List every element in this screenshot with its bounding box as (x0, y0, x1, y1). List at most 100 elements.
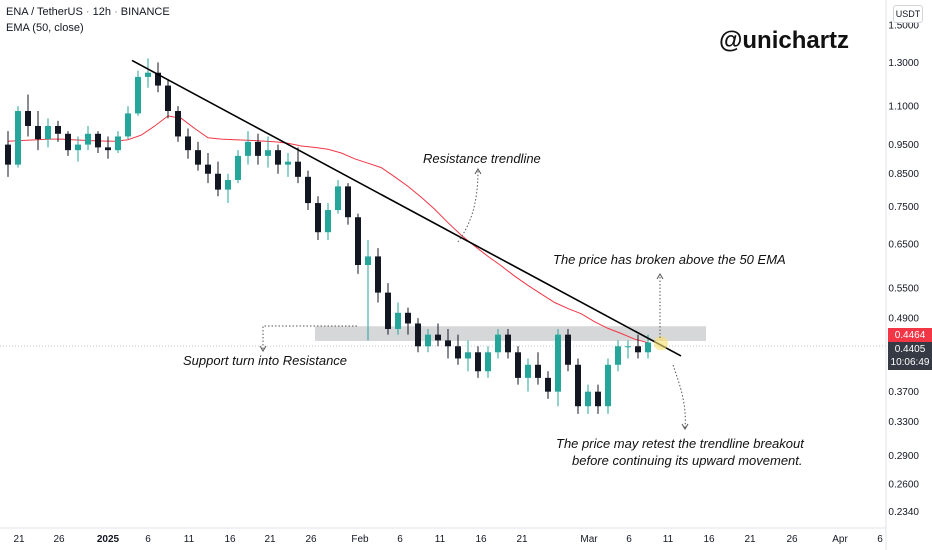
time-tick-label: Mar (580, 534, 598, 545)
price-tick-label: 0.2900 (888, 451, 919, 462)
candle-body (355, 217, 361, 265)
breakout-highlight (654, 336, 668, 351)
candle-body (585, 391, 591, 407)
interval-label: 12h (92, 6, 111, 18)
candle-body (415, 323, 421, 347)
candle-body (625, 346, 631, 348)
ema-line (0, 115, 886, 347)
watermark-label: @unichartz (719, 24, 849, 58)
candle-body (15, 110, 21, 165)
time-tick-label: Feb (351, 534, 369, 545)
candle-body (375, 256, 381, 293)
candle-body (325, 210, 331, 233)
candle-body (285, 161, 291, 165)
candle-body (425, 334, 431, 347)
time-tick-label: 21 (516, 534, 528, 545)
time-tick-label: 16 (703, 534, 715, 545)
candle-body (195, 150, 201, 165)
arrow-support (262, 325, 357, 350)
candle-body (555, 334, 561, 392)
time-tick-label: 6 (145, 534, 151, 545)
candle-body (35, 125, 41, 140)
zone-rect (315, 326, 706, 341)
candle-body (515, 352, 521, 378)
annotation-ema-break: The price has broken above the 50 EMA (553, 252, 786, 267)
price-axis[interactable]: 1.5000 1.3000 1.1000 0.9500 0.8500 0.7500 0.65… (888, 20, 919, 518)
time-tick-label: 6 (397, 534, 403, 545)
price-tick-label: 1.5000 (888, 20, 919, 31)
candle-body (565, 334, 571, 365)
candle-body (265, 150, 271, 156)
current-price-label: 0.4405 10:06:49 (888, 342, 932, 370)
candle-body (645, 342, 651, 353)
candle-body (165, 85, 171, 111)
time-tick-label: 26 (786, 534, 798, 545)
price-tick-label: 0.5500 (888, 283, 919, 294)
arrow-head (474, 168, 482, 175)
price-tick-label: 0.7500 (888, 202, 919, 213)
candle-body (255, 141, 261, 156)
time-tick-label: 26 (53, 534, 65, 545)
candle-body (295, 161, 301, 177)
candle-body (485, 352, 491, 372)
price-tick-label: 0.3700 (888, 387, 919, 398)
indicator-legend[interactable]: EMA (50, close) (6, 22, 84, 34)
arrow-head (681, 423, 689, 430)
currency-button[interactable]: USDT (893, 5, 923, 23)
candle-body (435, 334, 441, 341)
annotation-resistance-trendline: Resistance trendline (423, 151, 541, 166)
candle-body (105, 147, 111, 151)
candle-body (345, 186, 351, 218)
candle-body (335, 186, 341, 211)
time-tick-label: 11 (663, 534, 674, 545)
candle-body (615, 346, 621, 365)
ema-path (7, 115, 649, 344)
candles (5, 58, 651, 414)
time-tick-label: 21 (13, 534, 25, 545)
candle-body (215, 173, 221, 190)
time-tick-label: 11 (184, 534, 195, 545)
candle-body (55, 125, 61, 134)
candle-body (605, 364, 611, 407)
candle-body (145, 72, 151, 77)
time-tick-label: 21 (264, 534, 276, 545)
time-tick-label: Apr (832, 534, 848, 545)
arrow-head (656, 273, 664, 280)
candle-body (85, 133, 91, 145)
price-tick-label: 0.3300 (888, 417, 919, 428)
candle-body (545, 377, 551, 392)
candle-body (395, 312, 401, 329)
annotation-arrows (259, 168, 689, 430)
candle-body (75, 144, 81, 151)
candle-body (305, 176, 311, 204)
candle-body (245, 141, 251, 156)
candle-body (635, 346, 641, 353)
candle-body (575, 364, 581, 407)
symbol-legend[interactable]: ENA / TetherUS · 12h · BINANCE (6, 6, 170, 18)
candle-body (385, 292, 391, 329)
time-tick-label: 6 (877, 534, 883, 545)
candle-body (225, 179, 231, 190)
support-resistance-zone (315, 326, 706, 341)
candle-body (185, 136, 191, 151)
candle-body (45, 125, 51, 140)
time-tick-label: 6 (626, 534, 632, 545)
time-tick-label: 26 (305, 534, 317, 545)
annotation-retest-line2: before continuing its upward movement. (572, 453, 803, 468)
symbol-name: ENA / TetherUS (6, 6, 83, 18)
candle-body (115, 136, 121, 151)
price-tick-label: 0.6500 (888, 240, 919, 251)
candle-body (135, 76, 141, 114)
time-tick-label: 11 (435, 534, 446, 545)
time-axis[interactable]: 21 26 2025 6 11 16 21 26 Feb 6 11 16 21 Mar 6 11 16 21 26 A… (13, 534, 883, 545)
price-tick-label: 1.3000 (888, 58, 919, 69)
exchange-label: BINANCE (120, 6, 170, 18)
candle-body (505, 334, 511, 353)
candle-body (125, 113, 131, 137)
price-tick-label: 0.4900 (888, 314, 919, 325)
price-tick-label: 0.8500 (888, 169, 919, 180)
candle-body (495, 334, 501, 353)
candle-body (25, 110, 31, 126)
